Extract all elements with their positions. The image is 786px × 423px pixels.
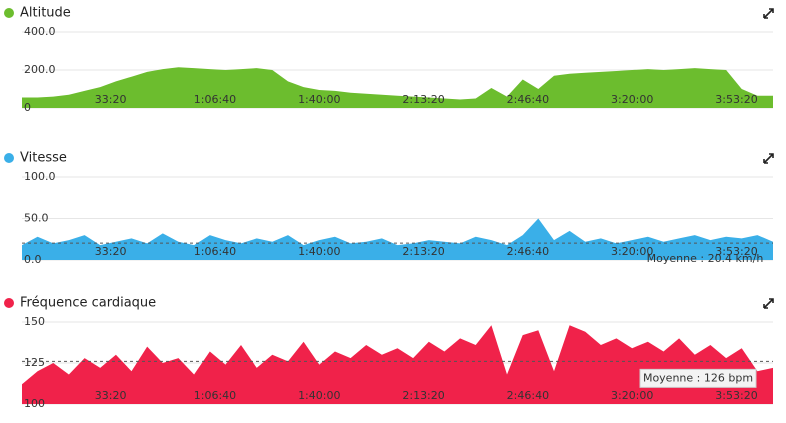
y-tick-label: 0 — [24, 101, 31, 114]
panel-title: Altitude — [20, 6, 71, 21]
legend-dot — [4, 298, 14, 308]
x-tick-label: 3:53:20 — [715, 93, 757, 106]
mean-label: Moyenne : 20.4 km/h — [647, 252, 764, 265]
area — [22, 218, 773, 260]
mean-label-box — [639, 368, 757, 388]
x-tick-label: 3:53:20 — [715, 245, 757, 258]
x-tick-label: 2:13:20 — [402, 245, 444, 258]
y-tick-label: 0.0 — [24, 253, 42, 266]
x-tick-label: 2:46:40 — [507, 389, 549, 402]
x-tick-label: 2:13:20 — [402, 389, 444, 402]
x-tick-label: 1:06:40 — [194, 93, 236, 106]
y-tick-label: 100.0 — [24, 170, 56, 183]
x-tick-label: 2:46:40 — [507, 93, 549, 106]
x-tick-label: 1:40:00 — [298, 389, 340, 402]
x-tick-label: 3:20:00 — [611, 389, 653, 402]
x-tick-label: 1:06:40 — [194, 389, 236, 402]
expand-icon[interactable] — [763, 8, 774, 19]
legend-dot — [4, 8, 14, 18]
x-tick-label: 33:20 — [95, 389, 127, 402]
panel-title: Fréquence cardiaque — [20, 296, 156, 311]
x-tick-label: 1:40:00 — [298, 93, 340, 106]
x-tick-label: 2:46:40 — [507, 245, 549, 258]
y-tick-label: 400.0 — [24, 25, 56, 38]
y-tick-label: 50.0 — [24, 212, 49, 225]
x-tick-label: 3:53:20 — [715, 389, 757, 402]
x-tick-label: 1:06:40 — [194, 245, 236, 258]
x-tick-label: 33:20 — [95, 245, 127, 258]
panel-title: Vitesse — [20, 151, 67, 166]
expand-icon[interactable] — [763, 298, 774, 309]
mean-label: Moyenne : 126 bpm — [643, 371, 753, 384]
x-tick-label: 3:20:00 — [611, 245, 653, 258]
x-tick-label: 2:13:20 — [402, 93, 444, 106]
x-tick-label: 33:20 — [95, 93, 127, 106]
y-tick-label: 150 — [24, 315, 45, 328]
y-tick-label: 100 — [24, 397, 45, 410]
x-tick-label: 1:40:00 — [298, 245, 340, 258]
x-tick-label: 3:20:00 — [611, 93, 653, 106]
y-tick-label: 125 — [24, 356, 45, 369]
legend-dot — [4, 153, 14, 163]
area — [22, 325, 773, 404]
area — [22, 67, 773, 108]
expand-icon[interactable] — [763, 153, 774, 164]
y-tick-label: 200.0 — [24, 63, 56, 76]
